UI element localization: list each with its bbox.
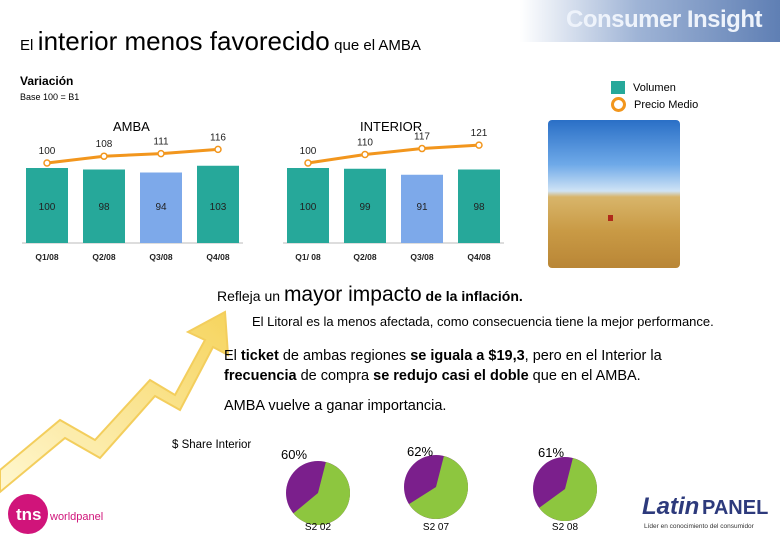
volume-bar	[140, 172, 182, 243]
price-label: 100	[39, 146, 56, 157]
t3-2: ticket	[240, 348, 279, 364]
volume-bar	[401, 174, 443, 243]
pie-period: S2 08	[552, 522, 579, 533]
price-label: 116	[210, 132, 226, 143]
pie-slice-share	[539, 457, 597, 521]
t3-8: se redujo casi el doble	[373, 368, 529, 384]
t1-a: Refleja un	[217, 288, 281, 304]
worldpanel-text: worldpanel	[49, 511, 103, 523]
title-main: interior menos favorecido	[37, 26, 330, 56]
pie-slice-share	[293, 461, 350, 525]
page-title: El interior menos favorecido que el AMBA	[20, 26, 421, 57]
volume-bar	[197, 165, 239, 243]
wheat-field-photo	[548, 120, 680, 268]
price-point	[43, 159, 51, 167]
t3-5: , pero en el Interior la	[524, 348, 662, 364]
pie-slice-rest	[404, 455, 468, 519]
price-label: 111	[153, 137, 169, 148]
legend-volumen-swatch	[611, 81, 625, 94]
price-point	[214, 145, 222, 154]
legend-precio: Precio Medio	[611, 97, 698, 112]
volume-label: 100	[39, 202, 56, 213]
volume-label: 94	[155, 202, 167, 213]
share-interior-label: $ Share Interior	[172, 439, 252, 451]
legend-volumen-label: Volumen	[633, 81, 676, 94]
price-line	[46, 147, 219, 165]
price-label: 108	[96, 139, 113, 150]
price-label: 110	[357, 138, 373, 149]
base-label: Base 100 = B1	[20, 92, 80, 102]
pie-percent: 60%	[281, 447, 307, 462]
category-label: Q2/08	[353, 252, 376, 262]
price-label: 117	[414, 132, 430, 143]
price-line	[307, 143, 480, 165]
panel-text: PANEL	[702, 497, 768, 519]
pie-slice-share	[409, 455, 468, 519]
price-point	[475, 141, 483, 149]
latin-tagline: Líder en conocimiento del consumidor	[644, 523, 755, 530]
category-label: Q4/08	[467, 252, 490, 262]
tns-logo: tns worldpanel	[8, 494, 103, 534]
category-label: Q4/08	[206, 252, 229, 262]
category-label: Q3/08	[149, 252, 172, 262]
t1-c: de la inflación.	[425, 288, 523, 304]
amba-chart-title: AMBA	[113, 119, 150, 134]
t3-1: El	[224, 348, 241, 364]
volume-label: 100	[300, 202, 317, 213]
price-point	[100, 152, 108, 160]
volume-bar	[344, 168, 386, 243]
title-prefix: El	[20, 37, 34, 54]
interior-chart-title: INTERIOR	[360, 119, 423, 134]
volume-bar	[83, 169, 125, 243]
pie-period: S2 07	[423, 522, 450, 533]
person-figure	[608, 215, 613, 221]
volume-label: 98	[473, 202, 485, 213]
t3-3: de ambas regiones	[278, 348, 411, 364]
t3-6: frecuencia	[224, 368, 297, 384]
litoral-statement: El Litoral es la menos afectada, como co…	[252, 314, 714, 329]
variacion-label: Variación	[20, 74, 74, 88]
volume-label: 91	[416, 202, 428, 213]
tns-text: tns	[16, 505, 42, 524]
legend-precio-marker	[611, 97, 626, 112]
latinpanel-logo: Latin PANEL Líder en conocimiento del co…	[642, 493, 768, 530]
volume-bar	[458, 169, 500, 243]
t3-7: de compra	[296, 368, 374, 384]
tns-circle	[8, 494, 48, 534]
pie-percent: 61%	[538, 445, 564, 460]
price-point	[361, 150, 369, 159]
pie-slice-rest	[286, 461, 350, 525]
t3-4: se iguala a $19,3	[410, 348, 525, 364]
volume-bar	[26, 168, 68, 243]
amba-statement: AMBA vuelve a ganar importancia.	[224, 398, 447, 414]
legend-volumen: Volumen	[611, 81, 676, 94]
price-point	[157, 149, 165, 158]
price-point	[304, 159, 312, 167]
category-label: Q1/ 08	[295, 252, 321, 262]
volume-label: 103	[210, 202, 227, 213]
price-label: 100	[300, 146, 317, 157]
ticket-statement: El ticket de ambas regiones se iguala a …	[224, 346, 724, 386]
title-suffix: que el AMBA	[334, 37, 421, 54]
category-label: Q3/08	[410, 252, 433, 262]
t3-9: que en el AMBA.	[528, 368, 641, 384]
volume-label: 99	[359, 202, 371, 213]
volume-label: 98	[98, 202, 110, 213]
price-label: 121	[471, 128, 488, 139]
price-point	[418, 144, 426, 153]
category-label: Q1/08	[35, 252, 58, 262]
latin-text: Latin	[642, 493, 699, 520]
bar-charts: 100 Q1/08 100 98 Q2/08 108 94 Q3/08 111 103 Q4/08 1…	[22, 128, 504, 262]
legend-precio-label: Precio Medio	[634, 98, 699, 111]
t1-b: mayor impacto	[283, 283, 422, 306]
impact-statement: Refleja un mayor impacto de la inflación…	[217, 283, 523, 307]
rising-arrow-graphic	[0, 310, 230, 494]
pie-percent: 62%	[407, 444, 433, 459]
category-label: Q2/08	[92, 252, 115, 262]
brand-title: Consumer Insight	[565, 6, 763, 33]
header-band: Consumer Insight	[520, 0, 780, 42]
pie-slice-rest	[533, 457, 597, 521]
volume-bar	[287, 168, 329, 243]
pie-period: S2 02	[305, 522, 332, 533]
